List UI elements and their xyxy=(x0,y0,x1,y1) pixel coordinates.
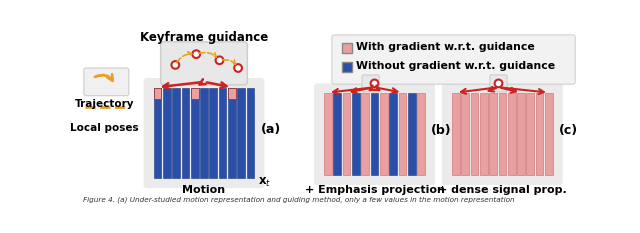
Bar xyxy=(172,88,180,178)
Bar xyxy=(480,93,488,175)
Bar xyxy=(536,93,543,175)
Circle shape xyxy=(172,61,179,69)
Bar xyxy=(461,93,469,175)
Text: + Emphasis projection: + Emphasis projection xyxy=(305,185,444,195)
FancyArrowPatch shape xyxy=(351,88,372,93)
Bar xyxy=(200,88,208,178)
Bar xyxy=(228,88,236,99)
Bar xyxy=(333,93,341,175)
Bar xyxy=(163,88,171,178)
Bar xyxy=(399,93,406,175)
FancyArrowPatch shape xyxy=(374,86,380,90)
Bar xyxy=(246,88,254,178)
Bar xyxy=(191,88,198,178)
Bar xyxy=(237,88,245,178)
Bar xyxy=(389,93,397,175)
FancyBboxPatch shape xyxy=(314,83,435,185)
FancyArrowPatch shape xyxy=(461,88,496,94)
Circle shape xyxy=(216,56,223,64)
Bar xyxy=(517,93,525,175)
Bar xyxy=(154,88,161,99)
FancyArrowPatch shape xyxy=(377,88,397,93)
FancyBboxPatch shape xyxy=(342,43,352,53)
Bar xyxy=(219,88,227,178)
Bar xyxy=(499,93,506,175)
Bar xyxy=(228,88,236,178)
Bar xyxy=(371,93,378,175)
Bar xyxy=(324,93,332,175)
FancyArrowPatch shape xyxy=(207,82,227,88)
Bar xyxy=(470,93,478,175)
Bar xyxy=(417,93,425,175)
Bar xyxy=(343,93,351,175)
Bar xyxy=(527,93,534,175)
Bar xyxy=(508,93,516,175)
Bar xyxy=(408,93,415,175)
FancyArrowPatch shape xyxy=(222,60,236,64)
FancyBboxPatch shape xyxy=(84,68,129,96)
Text: (c): (c) xyxy=(559,124,578,137)
FancyArrowPatch shape xyxy=(95,75,113,81)
FancyBboxPatch shape xyxy=(143,78,264,188)
FancyArrowPatch shape xyxy=(501,88,516,93)
FancyArrowPatch shape xyxy=(333,88,372,94)
FancyBboxPatch shape xyxy=(442,83,563,185)
FancyArrowPatch shape xyxy=(370,86,375,90)
Text: Trajectory: Trajectory xyxy=(75,99,134,109)
Circle shape xyxy=(193,50,200,58)
Bar xyxy=(380,93,388,175)
Circle shape xyxy=(495,79,502,87)
FancyArrowPatch shape xyxy=(200,79,205,85)
Circle shape xyxy=(234,64,242,72)
FancyArrowPatch shape xyxy=(199,52,216,57)
Text: (b): (b) xyxy=(431,124,452,137)
Text: Local poses: Local poses xyxy=(70,123,139,133)
Bar xyxy=(182,88,189,178)
FancyBboxPatch shape xyxy=(362,75,379,92)
Text: Without gradient w.r.t. guidance: Without gradient w.r.t. guidance xyxy=(356,62,555,72)
Text: Keyframe guidance: Keyframe guidance xyxy=(140,31,268,45)
FancyBboxPatch shape xyxy=(342,62,352,72)
Bar xyxy=(489,93,497,175)
Text: Motion: Motion xyxy=(182,185,225,195)
Text: Figure 4. (a) Under-studied motion representation and guiding method, only a few: Figure 4. (a) Under-studied motion repre… xyxy=(83,196,515,203)
FancyArrowPatch shape xyxy=(501,88,544,94)
FancyBboxPatch shape xyxy=(490,75,507,92)
Text: + dense signal prop.: + dense signal prop. xyxy=(438,185,567,195)
Bar xyxy=(545,93,553,175)
Bar xyxy=(154,88,161,178)
FancyArrowPatch shape xyxy=(488,87,496,92)
Text: (a): (a) xyxy=(260,123,281,136)
Bar xyxy=(362,93,369,175)
Bar xyxy=(209,88,217,178)
FancyArrowPatch shape xyxy=(177,52,191,62)
FancyBboxPatch shape xyxy=(161,42,248,85)
FancyArrowPatch shape xyxy=(163,82,201,89)
Bar xyxy=(452,93,460,175)
Bar xyxy=(352,93,360,175)
FancyBboxPatch shape xyxy=(332,35,575,84)
Text: $\mathbf{x}_t$: $\mathbf{x}_t$ xyxy=(259,176,271,189)
Circle shape xyxy=(371,79,378,87)
Bar xyxy=(191,88,198,99)
Text: With gradient w.r.t. guidance: With gradient w.r.t. guidance xyxy=(356,42,534,52)
